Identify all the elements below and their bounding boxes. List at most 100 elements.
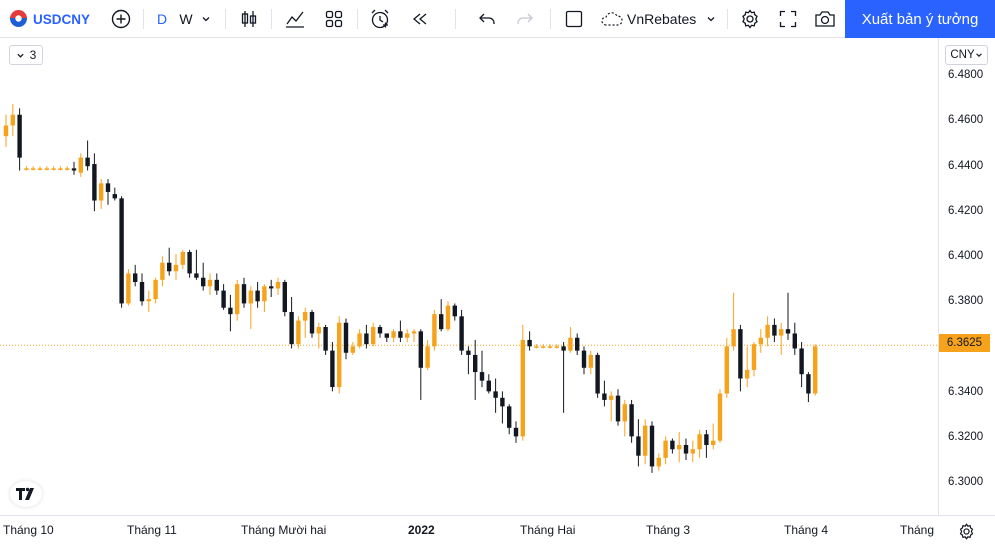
candle: [473, 339, 478, 400]
candle: [10, 104, 15, 137]
candle: [377, 324, 383, 338]
candle-body: [452, 305, 457, 317]
candle-body: [309, 312, 315, 334]
candle: [683, 438, 689, 460]
toolbar-divider: [455, 9, 456, 29]
chevron-down-icon: [707, 17, 715, 22]
candle-body: [758, 337, 763, 345]
candlestick-chart[interactable]: [0, 38, 938, 515]
candle: [112, 187, 117, 201]
price-tick: 6.3800: [948, 295, 984, 307]
candle-body: [275, 282, 281, 289]
candle-body: [575, 337, 580, 351]
toolbar-divider: [357, 9, 358, 29]
fullscreen-button[interactable]: [775, 0, 801, 38]
legend-collapse-button[interactable]: 3: [9, 45, 43, 65]
candle-body: [500, 397, 505, 407]
candle-body: [779, 329, 784, 336]
candle-body: [439, 314, 444, 330]
settings-button[interactable]: [737, 0, 763, 38]
interval-dropdown[interactable]: [199, 0, 213, 38]
candle-body: [126, 273, 131, 304]
symbol-flag-icon[interactable]: [10, 10, 27, 27]
alert-button[interactable]: [367, 0, 393, 38]
fullscreen-layout-button[interactable]: [562, 0, 586, 38]
candle-body: [112, 194, 117, 199]
tradingview-logo-icon[interactable]: [10, 481, 42, 507]
snapshot-button[interactable]: [812, 0, 838, 38]
time-tick: Tháng 4: [784, 523, 829, 537]
candle: [486, 374, 491, 394]
candle: [146, 290, 151, 313]
indicators-button[interactable]: [282, 0, 308, 38]
candle: [235, 279, 240, 321]
publish-idea-button[interactable]: Xuất bản ý tưởng: [845, 0, 995, 38]
layout-dropdown[interactable]: [703, 0, 719, 38]
candle: [704, 429, 709, 458]
square-icon: [565, 10, 583, 28]
candle: [255, 282, 260, 308]
interval-w-button[interactable]: W: [179, 11, 193, 27]
candle-body: [493, 391, 498, 398]
cloud-icon: [601, 12, 623, 26]
time-tick: Tháng: [900, 523, 935, 537]
redo-button[interactable]: [512, 0, 538, 38]
undo-button[interactable]: [474, 0, 500, 38]
candle: [241, 277, 247, 308]
chart-type-button[interactable]: [237, 0, 261, 38]
time-tick: Tháng Hai: [520, 523, 576, 537]
candle: [527, 331, 532, 351]
replay-button[interactable]: [407, 0, 433, 38]
candle-body: [704, 434, 709, 445]
candle: [357, 329, 362, 349]
candle-body: [445, 305, 451, 330]
camera-icon: [815, 11, 835, 27]
candle-body: [697, 434, 702, 450]
symbol-name[interactable]: USDCNY: [33, 11, 91, 27]
templates-button[interactable]: [321, 0, 347, 38]
candle-body: [792, 333, 797, 349]
candle-body: [214, 279, 219, 291]
time-axis[interactable]: Tháng 10 Tháng 11 Tháng Mười hai 2022 Th…: [0, 515, 995, 544]
candle: [513, 421, 519, 443]
candle-body: [581, 350, 587, 368]
price-tick: 6.3000: [948, 476, 984, 488]
candle: [167, 247, 172, 276]
candle-body: [541, 346, 546, 348]
candle-body: [371, 327, 376, 345]
candle: [765, 316, 770, 347]
candle-body: [99, 183, 104, 201]
time-tick: Tháng 11: [127, 523, 177, 537]
candle-body: [649, 425, 655, 467]
candle: [350, 342, 355, 355]
plus-circle-icon: [111, 9, 131, 29]
compare-symbol-button[interactable]: [108, 0, 134, 38]
candle-body: [717, 393, 723, 441]
axis-settings-button[interactable]: [955, 520, 977, 542]
candle-body: [513, 427, 519, 437]
candle: [588, 350, 593, 375]
candle: [547, 344, 553, 349]
candle-body: [350, 346, 355, 353]
candle-body: [31, 168, 36, 170]
candle: [466, 346, 471, 375]
candle: [772, 318, 777, 343]
candle-body: [683, 444, 689, 454]
candle: [629, 399, 634, 443]
rewind-icon: [412, 13, 427, 25]
interval-d-button[interactable]: D: [156, 11, 168, 27]
chart-pane[interactable]: [0, 38, 938, 515]
candle-body: [330, 350, 335, 388]
candle-body: [58, 168, 63, 170]
price-tick: 6.3200: [948, 431, 984, 443]
currency-selector[interactable]: CNY: [945, 45, 988, 65]
candle: [711, 423, 716, 450]
candle: [262, 284, 267, 313]
cloud-icon-wrapper[interactable]: [598, 0, 626, 38]
price-axis[interactable]: 6.4800 6.4600 6.4400 6.4200 6.4000 6.380…: [938, 38, 995, 515]
price-tick: 6.4000: [948, 250, 984, 262]
layout-name[interactable]: VnRebates: [627, 11, 697, 27]
candle: [269, 279, 274, 298]
time-tick: 2022: [408, 523, 435, 537]
candle: [133, 264, 138, 287]
